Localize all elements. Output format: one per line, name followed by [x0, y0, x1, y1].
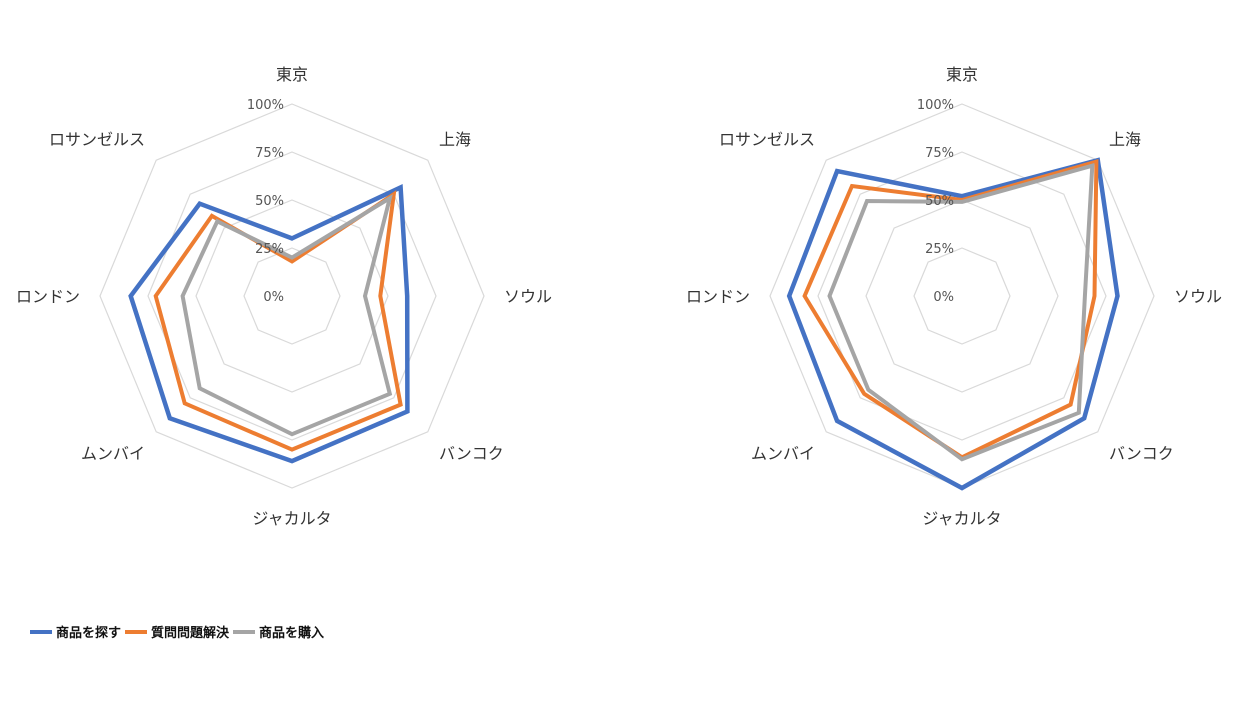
tick-label: 0% [263, 290, 284, 305]
tick-label: 50% [925, 194, 954, 209]
category-label: 上海 [439, 130, 471, 149]
category-label: 東京 [946, 65, 978, 84]
series-search-line [786, 157, 1120, 491]
legend-item-buy: 商品を購入 [233, 622, 324, 641]
category-label: 上海 [1109, 130, 1141, 149]
legend-item-search: 商品を探す [30, 622, 121, 641]
series-solve-line [153, 190, 403, 452]
category-label: 東京 [276, 65, 308, 84]
category-label: ムンバイ [751, 444, 815, 463]
legend-label: 商品を探す [56, 626, 122, 641]
legend-label: 質問問題解決 [151, 626, 230, 641]
tick-label: 100% [917, 98, 954, 113]
legend-swatch [233, 629, 256, 634]
tick-label: 25% [255, 242, 284, 257]
tick-label: 0% [933, 290, 954, 305]
grid-ring [817, 151, 1107, 441]
legend: 商品を探す 質問問題解決 商品を購入 [30, 622, 328, 641]
tick-label: 50% [255, 194, 284, 209]
category-label: バンコク [439, 444, 504, 463]
grid-ring [243, 247, 341, 345]
legend-label: 商品を購入 [259, 626, 325, 641]
grid-ring [865, 199, 1059, 393]
tick-label: 75% [925, 146, 954, 161]
series-buy-line [827, 163, 1095, 462]
grid-ring [195, 199, 389, 393]
legend-item-solve: 質問問題解決 [125, 622, 229, 641]
legend-swatch [125, 629, 148, 634]
legend-swatch [30, 629, 52, 634]
tick-label: 75% [255, 146, 284, 161]
category-label: ジャカルタ [252, 509, 331, 528]
category-label: ソウル [504, 287, 552, 306]
series-buy-line [180, 193, 393, 437]
category-label: ロサンゼルス [49, 130, 145, 149]
grid-ring [99, 103, 485, 489]
category-label: ソウル [1174, 287, 1222, 306]
series-search-line [128, 183, 410, 464]
category-label: ロンドン [686, 287, 750, 306]
grid-ring [913, 247, 1011, 345]
category-label: ロンドン [16, 287, 80, 306]
category-label: ロサンゼルス [719, 130, 815, 149]
tick-label: 100% [247, 98, 284, 113]
tick-label: 25% [925, 242, 954, 257]
category-label: ジャカルタ [922, 509, 1001, 528]
category-label: ムンバイ [81, 444, 145, 463]
category-label: バンコク [1109, 444, 1174, 463]
grid-ring [147, 151, 437, 441]
